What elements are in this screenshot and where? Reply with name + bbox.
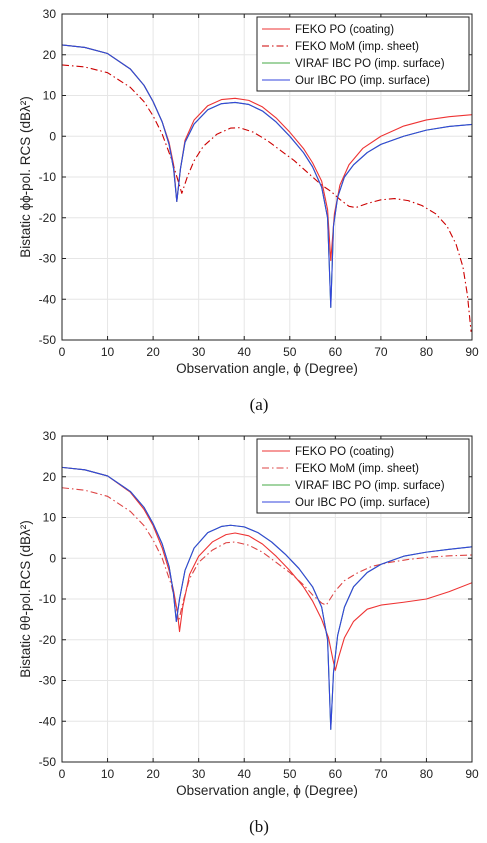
y-tick-label: -20 [39,633,57,647]
chart-panel-1: 0 10 20 30 40 50 60 70 80 90 -50 -40 -30 -20 -10 0 10 20 3… [18,429,479,836]
x-axis-label: Observation angle, ϕ (Degree) [176,783,358,798]
x-tick-label: 30 [192,767,206,781]
legend-label-3: Our IBC PO (imp. surface) [295,497,430,509]
y-tick-label: 30 [43,7,57,21]
series-line-1 [62,64,472,332]
y-tick-label: -40 [39,292,57,306]
y-tick-label: 0 [49,551,56,565]
x-tick-label: 60 [329,767,343,781]
x-tick-label: 30 [192,345,206,359]
y-axis-label: Bistatic θθ-pol.RCS (dBλ²) [18,520,33,678]
legend-box [256,438,470,514]
x-axis-label: Observation angle, ϕ (Degree) [176,361,358,376]
x-tick-label: 40 [238,345,252,359]
y-tick-label: -50 [39,755,57,769]
y-tick-label: -10 [39,592,57,606]
y-tick-label: 0 [49,129,56,143]
x-tick-label: 10 [101,767,115,781]
x-tick-label: 60 [329,345,343,359]
legend-label-1: FEKO MoM (imp. sheet) [295,41,419,53]
x-tick-label: 90 [465,345,479,359]
y-tick-label: 10 [43,511,57,525]
panel-caption: (a) [250,395,269,414]
legend-box [256,16,470,92]
legend-label-0: FEKO PO (coating) [295,24,394,36]
legend-label-3: Our IBC PO (imp. surface) [295,75,430,87]
x-tick-label: 0 [59,345,66,359]
y-tick-label: -20 [39,211,57,225]
legend-label-1: FEKO MoM (imp. sheet) [295,463,419,475]
y-tick-label: 20 [43,48,57,62]
legend-label-0: FEKO PO (coating) [295,446,394,458]
chart-panel-0: 0 10 20 30 40 50 60 70 80 90 -50 -40 -30 -20 -10 0 10 20 3… [18,7,479,414]
x-tick-label: 90 [465,767,479,781]
x-tick-label: 50 [283,345,297,359]
x-tick-label: 80 [420,767,434,781]
y-tick-label: -10 [39,170,57,184]
x-tick-label: 40 [238,767,252,781]
x-tick-label: 10 [101,345,115,359]
x-tick-label: 20 [146,345,160,359]
x-tick-label: 20 [146,767,160,781]
x-tick-label: 70 [374,345,388,359]
y-tick-label: 30 [43,429,57,443]
x-tick-label: 50 [283,767,297,781]
y-tick-label: -30 [39,674,57,688]
y-tick-label: -40 [39,714,57,728]
series-line-1 [62,487,472,622]
series-group [62,466,472,730]
x-tick-label: 70 [374,767,388,781]
legend-label-2: VIRAF IBC PO (imp. surface) [295,480,445,492]
series-group [62,44,472,332]
series-line-0 [62,466,472,671]
y-axis-label: Bistatic ϕϕ-pol. RCS (dBλ²) [18,96,33,257]
legend: FEKO PO (coating) FEKO MoM (imp. sheet) VI… [256,16,470,92]
series-line-3 [62,44,472,308]
series-line-3 [62,466,472,730]
panel-caption: (b) [249,817,269,836]
x-tick-label: 80 [420,345,434,359]
y-tick-label: 10 [43,89,57,103]
legend: FEKO PO (coating) FEKO MoM (imp. sheet) VI… [256,438,470,514]
y-tick-label: -30 [39,252,57,266]
legend-label-2: VIRAF IBC PO (imp. surface) [295,58,445,70]
y-tick-label: -50 [39,333,57,347]
y-tick-label: 20 [43,470,57,484]
x-tick-label: 0 [59,767,66,781]
